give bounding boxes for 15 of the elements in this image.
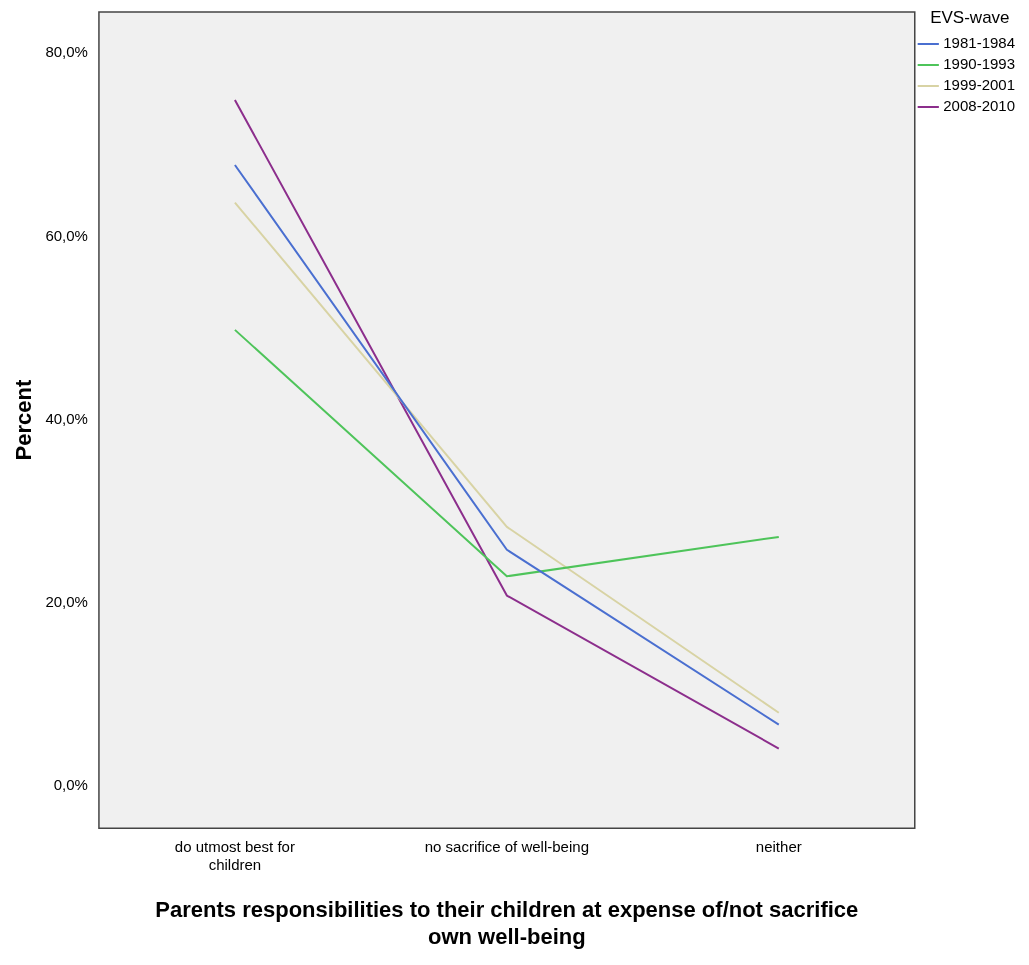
x-axis-title: Parents responsibilities to their children at expense of/not sacrifice own well-being xyxy=(155,897,859,949)
legend-label: 1990-1993 xyxy=(943,55,1015,73)
y-tick-label: 80,0% xyxy=(45,43,88,61)
legend-label: 1999-2001 xyxy=(943,76,1015,94)
y-tick-label: 20,0% xyxy=(45,592,88,610)
legend-label: 1981-1984 xyxy=(943,34,1015,52)
y-tick-label: 0,0% xyxy=(53,776,88,794)
y-tick-label: 60,0% xyxy=(45,226,88,244)
legend-title: EVS-wave xyxy=(930,8,1010,28)
x-tick-label: no sacrifice of well-being xyxy=(424,838,589,856)
legend-label: 2008-2010 xyxy=(943,97,1015,115)
y-tick-label: 40,0% xyxy=(45,409,88,427)
y-axis-title: Percent xyxy=(11,379,37,461)
x-tick-label: neither xyxy=(755,838,802,856)
x-tick-label: do utmost best for children xyxy=(174,838,295,874)
